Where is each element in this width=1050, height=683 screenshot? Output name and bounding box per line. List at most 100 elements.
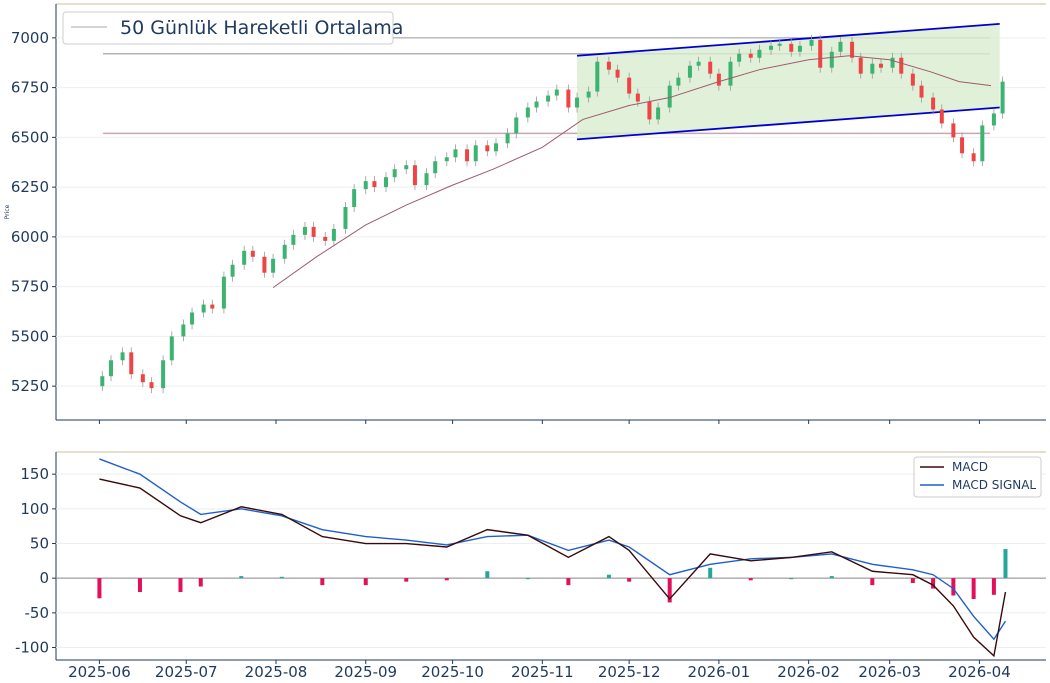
candle-up (505, 133, 510, 144)
macd-legend-box (913, 456, 1042, 498)
candle-up (534, 101, 539, 108)
macd-histogram-bar (279, 576, 284, 579)
macd-histogram-bar (444, 578, 449, 581)
macd-histogram-bar (971, 578, 976, 599)
candle-up (595, 61, 600, 92)
candle-up (586, 91, 591, 98)
macd-legend-label: MACD (952, 460, 988, 474)
candle-up (514, 117, 519, 134)
candle-up (444, 157, 449, 162)
candle-up (575, 97, 580, 108)
candle-up (331, 228, 336, 241)
price-tick-label: 6250 (11, 178, 49, 196)
macd-histogram-bar (789, 578, 794, 580)
candle-down (615, 69, 620, 78)
price-tick-label: 5500 (11, 327, 49, 345)
candle-down (939, 109, 944, 124)
candle-up (120, 352, 125, 361)
date-tick-label: 2026-04 (948, 663, 1011, 681)
candle-up (352, 189, 357, 208)
price-tick-label: 5750 (11, 278, 49, 296)
macd-histogram-bar (525, 578, 530, 580)
candle-up (696, 61, 701, 66)
macd-histogram-bar (931, 578, 936, 589)
macd-histogram-bar (606, 574, 611, 579)
channel-upper-line (576, 23, 1000, 57)
candle-up (525, 107, 530, 118)
candle-up (181, 324, 186, 337)
date-tick-label: 2025-12 (598, 663, 661, 681)
macd-histogram-bar (1003, 549, 1008, 579)
price-axis-label: Price (4, 204, 11, 219)
channel-lower-line (576, 106, 1000, 141)
macd-histogram-bar (485, 571, 490, 579)
candle-up (161, 360, 166, 389)
macd-histogram-bar (97, 578, 102, 599)
candle-up (343, 207, 348, 229)
candle-up (271, 258, 276, 273)
candle-down (971, 153, 976, 162)
date-tick-label: 2025-07 (155, 663, 218, 681)
macd-histogram-bar (667, 578, 672, 603)
candle-down (635, 93, 640, 102)
candle-down (465, 149, 470, 162)
macd-histogram-bar (320, 578, 325, 586)
candle-down (372, 181, 377, 188)
macd-histogram-bar (627, 578, 632, 582)
candle-up (829, 51, 834, 68)
moving-average-line (272, 55, 992, 289)
candle-down (262, 256, 267, 273)
candle-up (838, 41, 843, 52)
candle-down (951, 123, 956, 138)
macd-tick-label: -100 (15, 639, 49, 657)
candle-down (818, 39, 823, 68)
macd-histogram-bar (829, 576, 834, 579)
macd-legend: MACD MACD SIGNAL (913, 456, 1042, 498)
macd-tick-label: 150 (20, 465, 49, 483)
macd-histogram-bar (566, 578, 571, 586)
candle-down (140, 374, 145, 383)
macd-histogram-bar (708, 567, 713, 579)
candle-up (980, 125, 985, 162)
date-tick-label: 2025-11 (511, 663, 574, 681)
candle-down (879, 63, 883, 68)
macd-histogram-bar (137, 578, 142, 593)
candle-down (931, 97, 936, 110)
candle-down (919, 85, 924, 98)
macd-histogram-bar (910, 578, 915, 584)
macd-histogram-bar (404, 578, 409, 582)
candle-down (485, 145, 490, 152)
candle-up (494, 143, 498, 152)
candle-down (250, 250, 255, 257)
price-channel-area (577, 23, 1000, 140)
candle-down (412, 165, 417, 186)
candle-up (302, 226, 307, 235)
date-tick-label: 2025-08 (245, 663, 308, 681)
candle-up (737, 53, 742, 62)
candle-down (850, 41, 855, 58)
candle-up (282, 244, 287, 259)
candle-up (991, 113, 996, 126)
candle-up (546, 95, 551, 102)
macd-tick-label: 100 (20, 500, 49, 518)
macd-histogram-bar (870, 578, 875, 586)
candle-down (708, 61, 713, 74)
macd-tick-label: 50 (30, 535, 49, 553)
candle-down (606, 61, 611, 70)
candle-up (797, 45, 802, 52)
macd-histogram-bar (748, 578, 753, 581)
candle-down (899, 57, 904, 74)
macd-histogram-bar (198, 578, 203, 587)
candle-up (100, 376, 105, 387)
date-tick-label: 2026-02 (777, 663, 840, 681)
macd-line (99, 478, 1007, 658)
candle-up (201, 304, 206, 313)
candle-up (109, 360, 113, 377)
candle-up (757, 49, 762, 58)
candle-up (169, 336, 174, 361)
candle-up (777, 43, 782, 46)
candle-up (453, 149, 458, 158)
candle-down (910, 73, 915, 86)
candle-up (667, 85, 672, 108)
